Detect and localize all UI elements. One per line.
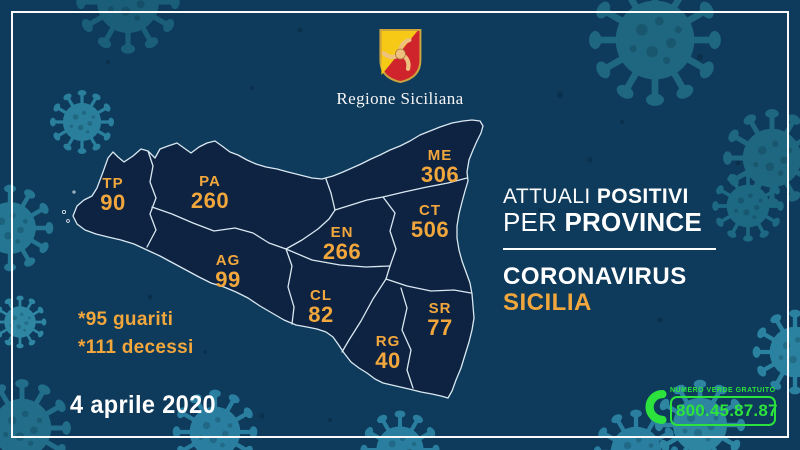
province-value: 82 — [308, 302, 334, 327]
title-attuali: ATTUALI — [503, 185, 591, 208]
province-code: SR — [428, 300, 452, 317]
province-code: CL — [309, 287, 332, 304]
speckle-pattern — [106, 27, 741, 422]
title-per: PER — [503, 207, 558, 237]
title-panel: ATTUALI POSITIVI PER PROVINCE CORONAVIRU… — [503, 185, 718, 316]
province-label-rg: RG 40 — [375, 334, 400, 372]
province-value: 77 — [427, 315, 453, 340]
province-label-en: EN 266 — [323, 225, 361, 263]
province-code: RG — [375, 333, 401, 350]
sicily-outline — [72, 119, 484, 399]
province-value: 306 — [420, 162, 460, 187]
province-label-cl: CL 82 — [308, 288, 333, 326]
hotline-label-row: NUMERO VERDE GRATUITO — [670, 387, 776, 394]
date-label: 4 aprile 2020 — [70, 391, 216, 419]
province-borders — [146, 150, 472, 389]
title-province: PROVINCE — [564, 207, 702, 237]
org-name: Regione Siciliana — [336, 89, 464, 108]
trinacria-icon — [381, 37, 412, 71]
subtitle-sicilia: SICILIA — [503, 289, 592, 316]
divider-line — [503, 248, 716, 250]
province-label-me: ME 306 — [421, 148, 459, 186]
province-label-sr: SR 77 — [427, 301, 452, 339]
province-value: 99 — [215, 267, 241, 292]
region-logo: Regione Siciliana — [336, 28, 463, 109]
title-line-2: PER PROVINCE — [503, 208, 718, 236]
province-label-pa: PA 260 — [191, 174, 229, 212]
province-code: ME — [427, 147, 453, 164]
hotline-number: 800.45.87.87 — [670, 396, 777, 426]
province-code: EN — [330, 224, 354, 241]
hotline-badge: NUMERO VERDE GRATUITO 800.45.87.87 — [645, 387, 777, 426]
phone-icon — [645, 389, 667, 424]
province-code: AG — [215, 252, 241, 269]
deceased-count: *111 decessi — [78, 337, 194, 358]
province-value: 266 — [322, 239, 362, 264]
province-code: TP — [102, 175, 124, 192]
province-code: PA — [199, 173, 221, 190]
recovered-count: *95 guariti — [78, 309, 174, 330]
small-islands — [61, 190, 76, 223]
stats-block: *95 guariti *111 decessi — [78, 306, 194, 362]
subtitle-coronavirus: CORONAVIRUS — [503, 263, 687, 290]
province-label-ct: CT 506 — [411, 203, 449, 241]
title-line-1: ATTUALI POSITIVI — [503, 185, 718, 208]
hotline-label: NUMERO VERDE GRATUITO — [670, 387, 776, 394]
province-code: CT — [419, 202, 441, 219]
province-label-tp: TP 90 — [100, 176, 125, 214]
province-label-ag: AG 99 — [215, 253, 240, 291]
province-value: 90 — [100, 190, 126, 215]
sicily-crest-icon — [379, 29, 421, 84]
province-value: 506 — [410, 217, 450, 242]
province-value: 260 — [190, 188, 230, 213]
title-positivi: POSITIVI — [596, 185, 689, 208]
province-value: 40 — [375, 348, 401, 373]
